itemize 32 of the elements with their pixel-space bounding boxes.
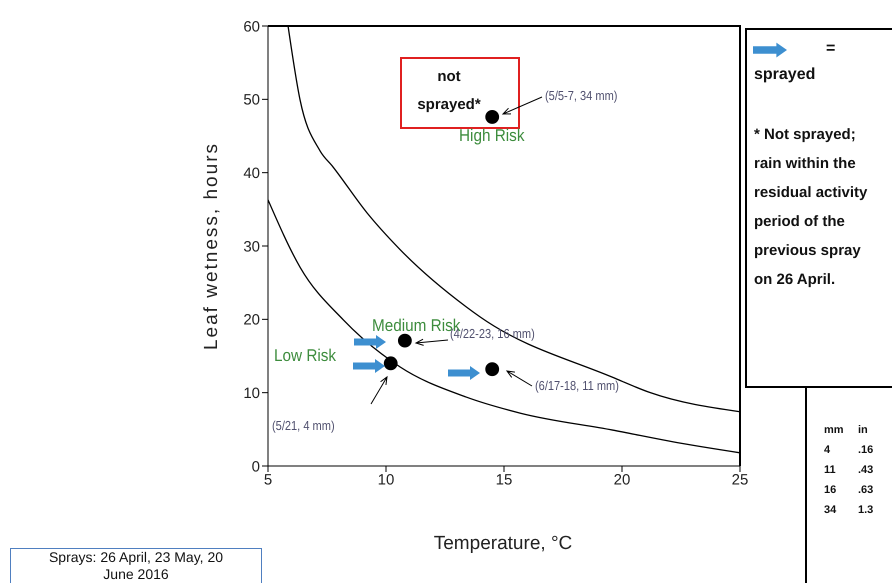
text: Sprays: 26 April, 23 May, 20 June 2016 [10, 548, 262, 583]
point [384, 356, 398, 370]
y-tick-label: 40 [243, 164, 260, 182]
y-tick-label: 10 [243, 384, 260, 402]
x-tick-label: 10 [378, 472, 394, 489]
text: 16 .63 [824, 484, 874, 496]
annotation: (5/21, 4 mm) [272, 418, 335, 433]
y-tick-label: 50 [243, 92, 260, 109]
annotation: (5/5-7, 34 mm) [545, 88, 618, 103]
annotation: Low Risk [274, 346, 336, 366]
y-tick-label: 0 [252, 458, 260, 476]
point [398, 334, 412, 348]
text: = sprayed [754, 40, 836, 84]
point [485, 362, 500, 376]
x-axis-title: Temperature, °C [434, 533, 572, 555]
point [485, 110, 500, 124]
x-tick-label: 5 [264, 472, 272, 489]
y-tick-label: 20 [243, 312, 260, 329]
text: 4 .16 [824, 444, 874, 456]
text: mm in [824, 424, 868, 436]
x-tick-label: 25 [732, 472, 748, 489]
annotation: High Risk [459, 126, 524, 146]
y-axis-title: Leaf wetness, hours [201, 142, 223, 350]
x-tick-label: 15 [496, 472, 512, 489]
annotation: (6/17-18, 11 mm) [535, 378, 619, 393]
text: 11 .43 [824, 464, 874, 476]
x-tick-label: 20 [614, 472, 630, 489]
text: * Not sprayed; rain within the residual activity period of the previous spray on 26 April. [754, 125, 868, 290]
y-tick-label: 30 [243, 238, 260, 256]
annotation: not sprayed* [416, 67, 482, 115]
text: 34 1.3 [824, 504, 874, 516]
y-tick-label: 60 [243, 18, 260, 36]
